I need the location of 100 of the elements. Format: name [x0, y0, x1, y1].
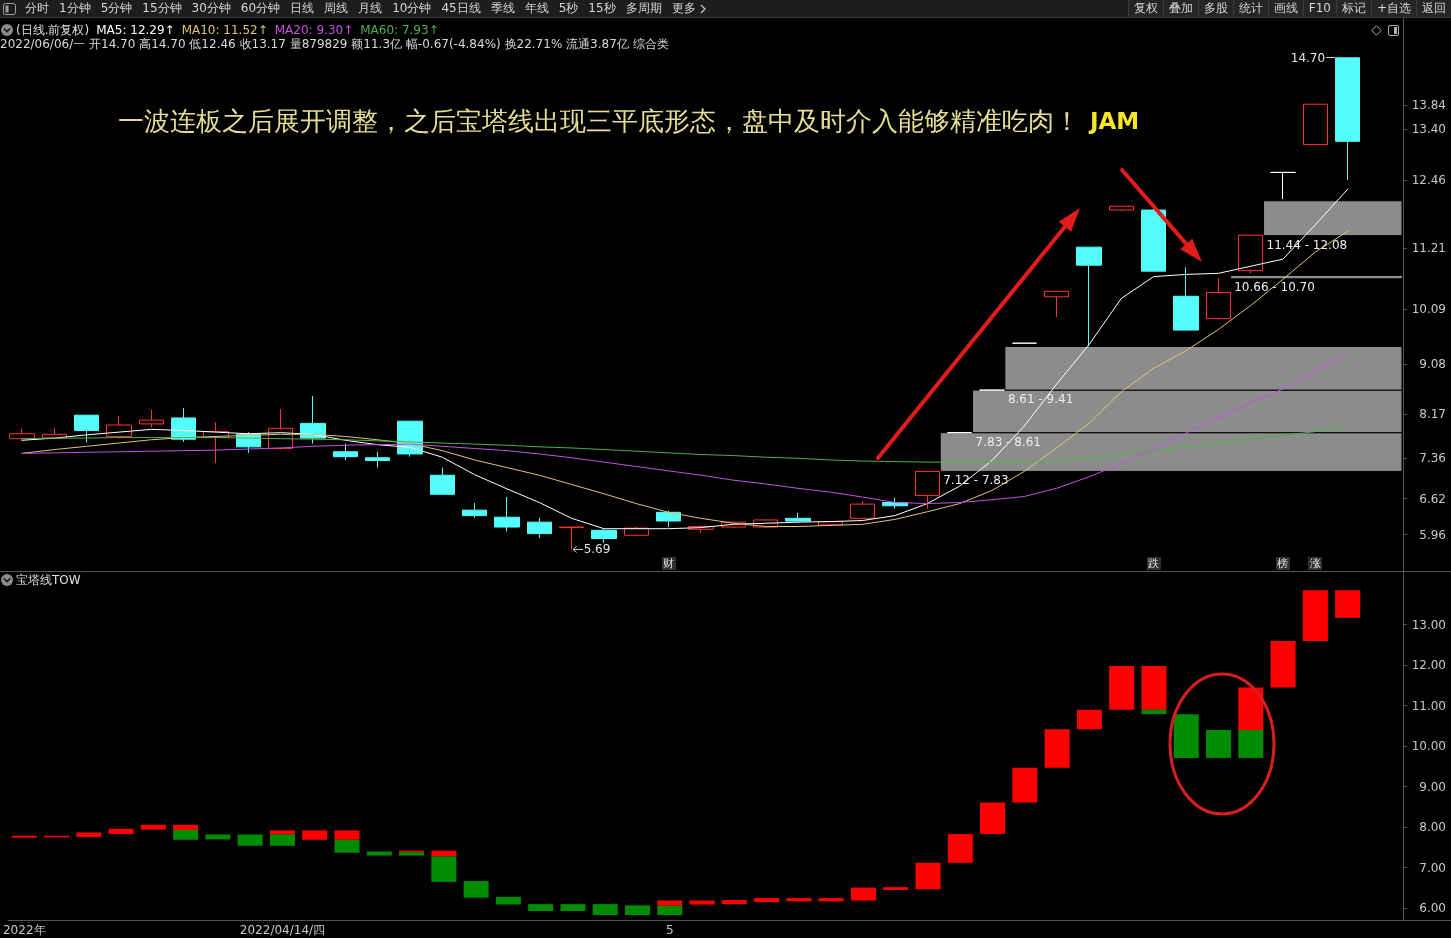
legend-title: (日线.前复权)	[16, 23, 90, 37]
candlestick	[1206, 277, 1231, 321]
text: 15分钟	[142, 0, 182, 17]
y-tick-label: 13.40	[1411, 121, 1446, 136]
text: 1分钟	[59, 0, 91, 17]
text: MA5: 12.29↑	[96, 23, 175, 37]
text: 复权	[1127, 0, 1163, 17]
band-label: 10.66 - 10.70	[1234, 280, 1315, 295]
text: 叠加	[1162, 0, 1198, 17]
candlestick	[688, 524, 714, 534]
bar	[173, 824, 199, 831]
bar	[786, 898, 812, 902]
y-tick-label: 7.36	[1419, 451, 1446, 466]
bar	[1335, 590, 1361, 618]
bar	[980, 802, 1006, 835]
bar	[947, 834, 973, 863]
band-label: 7.12 - 7.83	[943, 473, 1009, 488]
text: F10	[1302, 0, 1336, 17]
candlestick	[139, 409, 164, 428]
text: 多股	[1197, 0, 1233, 17]
text: 5分钟	[100, 0, 133, 17]
text: 标记	[1335, 0, 1371, 17]
text: 分时	[25, 0, 49, 17]
bar	[883, 887, 909, 890]
bar	[721, 900, 747, 905]
bar	[366, 851, 392, 856]
text: 一波连板之后展开调整，之后宝塔线出现三平底形态，盘中及时介入能够精准吃肉！	[118, 106, 1080, 136]
bar	[1141, 666, 1167, 710]
text: 60分钟	[240, 0, 281, 17]
bar	[463, 881, 489, 898]
bar	[657, 905, 683, 916]
bar	[140, 824, 166, 830]
bar	[108, 828, 134, 835]
candlestick	[1270, 171, 1296, 200]
text: MA20: 9.30↑	[274, 23, 354, 37]
bar	[625, 905, 651, 916]
x-tick-label: 2022/04/14/四	[239, 923, 326, 938]
candlestick	[785, 512, 811, 523]
y-tick-label: 5.96	[1419, 527, 1446, 542]
band-label: 8.61 - 9.41	[1007, 392, 1074, 407]
bar	[1270, 640, 1296, 688]
text: JAM	[1090, 107, 1140, 136]
y-tick-label: 9.08	[1419, 357, 1446, 372]
y-tick-label: 13.84	[1411, 97, 1446, 112]
candlestick	[721, 521, 746, 529]
candlestick	[1044, 290, 1069, 318]
bar	[1238, 687, 1264, 730]
y-tick-label: 10.00	[1411, 739, 1446, 754]
text: 周线	[324, 0, 349, 17]
text: 30分钟	[191, 0, 231, 17]
bar	[269, 834, 295, 846]
y-tick-label: 11.21	[1411, 241, 1446, 256]
annotation: 14.70	[1290, 50, 1326, 65]
candlestick	[850, 500, 875, 520]
bar	[689, 900, 715, 905]
annotation: 2022/06/06/一 开14.70 高14.70 低12.46 收13.17 量879829 额11.3亿 幅-0.67(-4.84%) 换22.71% 流通3.87亿 综合类	[0, 37, 669, 51]
bar	[302, 830, 328, 840]
candlestick	[656, 510, 681, 528]
bar	[495, 896, 521, 905]
bar	[1141, 709, 1167, 715]
bar	[1044, 729, 1070, 768]
x-tick-label: 2022年	[2, 923, 46, 938]
bar	[1238, 730, 1264, 758]
annotation: 榜	[1275, 556, 1290, 570]
text: 10分钟	[392, 0, 432, 17]
text: 5秒	[558, 0, 579, 17]
candlestick	[1303, 103, 1328, 146]
bar	[334, 830, 360, 840]
bar	[818, 898, 844, 902]
candlestick	[430, 467, 455, 495]
y-tick-label: 8.00	[1419, 820, 1446, 835]
text: 年线	[524, 0, 549, 17]
x-tick-label: 5	[665, 923, 674, 938]
text: MA60: 7.93↑	[360, 23, 439, 37]
candlestick	[591, 528, 617, 544]
candlestick	[462, 502, 487, 519]
candlestick	[1173, 266, 1199, 331]
bar	[915, 862, 941, 890]
candlestick	[494, 496, 520, 532]
text: 日线	[290, 0, 315, 17]
text: 返回	[1416, 0, 1451, 17]
text: 多周期	[625, 0, 662, 17]
y-tick-label: 10.09	[1411, 302, 1446, 317]
candlestick	[559, 526, 584, 550]
y-tick-label: 13.00	[1411, 617, 1446, 632]
bar	[528, 904, 554, 912]
bar	[657, 900, 683, 906]
candlestick	[527, 517, 552, 539]
bar	[592, 904, 618, 916]
bar	[850, 887, 876, 901]
line-series	[21, 426, 1349, 463]
candlestick	[1076, 246, 1102, 347]
candlestick	[1238, 234, 1263, 274]
bar	[754, 898, 780, 903]
bar	[1173, 714, 1199, 758]
line-series	[21, 351, 1349, 505]
bar	[334, 839, 360, 853]
candlestick	[365, 451, 390, 469]
text: 统计	[1232, 0, 1268, 17]
bar	[205, 834, 231, 840]
